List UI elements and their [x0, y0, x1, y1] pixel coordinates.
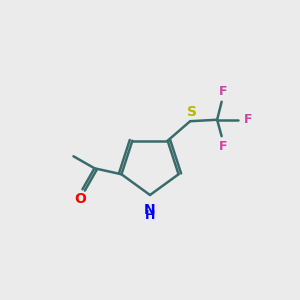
Text: H: H [145, 209, 155, 222]
Text: N: N [144, 202, 156, 217]
Text: F: F [244, 113, 252, 126]
Text: O: O [74, 192, 86, 206]
Text: F: F [219, 140, 227, 153]
Text: F: F [219, 85, 227, 98]
Text: S: S [187, 105, 196, 119]
